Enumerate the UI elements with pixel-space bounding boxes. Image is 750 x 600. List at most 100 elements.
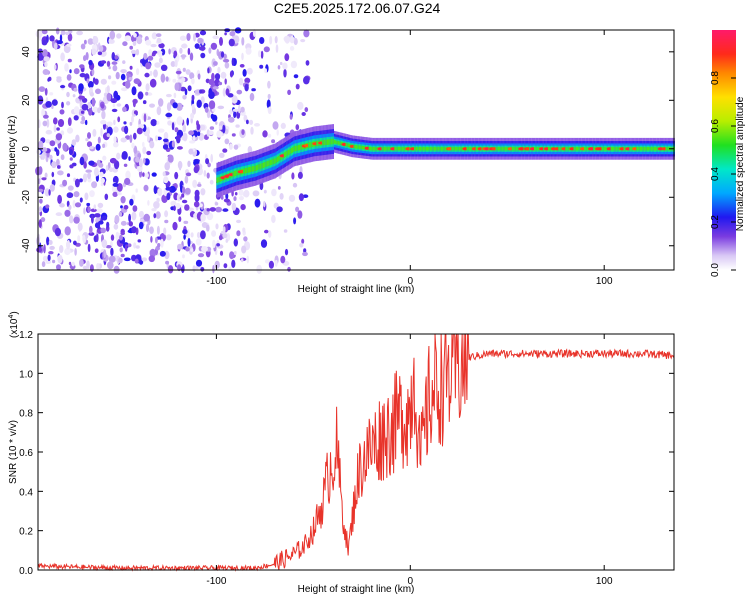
- spectrogram-cell: [47, 78, 50, 82]
- spectrogram-cell: [64, 247, 71, 256]
- spectrogram-cell: [501, 147, 503, 151]
- spectrogram-cell: [210, 113, 215, 120]
- spectrogram-cell: [269, 35, 273, 45]
- spectrogram-cell: [299, 243, 304, 248]
- spectrogram-cell: [212, 86, 219, 90]
- spectrogram-cell: [218, 81, 223, 86]
- spectrogram-cell: [265, 161, 267, 168]
- spectrogram-cell: [311, 141, 314, 147]
- spectrogram-cell: [333, 140, 336, 144]
- spectrogram-cell: [229, 31, 236, 37]
- spectrogram-cell: [106, 133, 111, 138]
- spectrogram-cell: [125, 170, 131, 180]
- spectrogram-cell: [264, 229, 269, 234]
- spectrogram-cell: [257, 164, 259, 171]
- snr-y-ticks: 0.0 0.2 0.4 0.6 0.8 1.0 1.2: [19, 330, 674, 577]
- spectrogram-cell: [400, 147, 402, 151]
- spectrogram-cell: [179, 196, 183, 200]
- spectrogram-cell: [223, 263, 228, 269]
- spectrogram-cell: [289, 35, 295, 44]
- spectrogram-cell: [40, 217, 46, 223]
- spectrogram-cell: [155, 211, 161, 219]
- spectrogram-cell: [428, 147, 430, 151]
- spectrogram-cell: [136, 127, 143, 135]
- spectrogram-cell: [96, 263, 100, 270]
- spectrogram-cell: [283, 35, 291, 43]
- spectrogram-cell: [36, 247, 43, 253]
- spectrogram-cell: [137, 239, 142, 243]
- spectrogram-cell: [79, 73, 86, 78]
- spectrogram-cell: [274, 36, 278, 44]
- spectrogram-cell: [154, 135, 159, 142]
- spectrogram-cell: [105, 165, 109, 172]
- spectrogram-cell: [185, 69, 191, 75]
- spectrogram-cell: [112, 103, 116, 108]
- spectrogram-cell: [120, 205, 123, 209]
- spectrogram-cell: [138, 158, 143, 168]
- spectrogram-cell: [142, 146, 147, 155]
- spectrogram-cell: [87, 38, 94, 45]
- spectrogram-cell: [159, 250, 166, 257]
- spectrogram-cell: [206, 172, 210, 179]
- spectrogram-cell: [192, 179, 198, 188]
- spectrogram-cell: [59, 245, 64, 253]
- snr-y-tick-label: 0.4: [19, 487, 33, 498]
- spectrogram-cell: [219, 152, 225, 158]
- spectrogram-cell: [120, 137, 127, 143]
- spectrogram-cell: [361, 145, 364, 150]
- spectrogram-cell: [300, 39, 306, 43]
- spectrogram-cell: [85, 169, 92, 173]
- spectrogram-cell: [457, 147, 459, 151]
- colorbar-label: Normalized spectral amplitude: [735, 96, 746, 231]
- spectrogram-cell: [292, 147, 294, 153]
- spectrogram-cell: [459, 147, 461, 151]
- spectrogram-cell: [354, 145, 357, 149]
- spectrogram-cell: [164, 219, 169, 224]
- spectrogram-cell: [41, 147, 48, 153]
- spectrogram-cell: [49, 154, 53, 160]
- spectrogram-cell: [100, 103, 105, 109]
- spectrogram-cell: [439, 147, 442, 151]
- spectrogram-cell: [399, 147, 401, 151]
- spectrogram-cell: [251, 88, 256, 92]
- spectrogram-cell: [79, 156, 85, 166]
- spectrogram-cell: [199, 89, 203, 94]
- spectrogram-cell: [287, 150, 289, 156]
- spectrogram-cell: [150, 236, 153, 243]
- spectrogram-cell: [81, 115, 86, 122]
- spectrogram-cell: [59, 203, 65, 208]
- spectrogram-cell: [495, 147, 497, 151]
- spectrogram-cell: [133, 33, 137, 38]
- spectrogram-cell: [250, 126, 254, 135]
- spectrogram-cell: [102, 155, 107, 161]
- spectrogram-cell: [268, 230, 272, 238]
- spectrogram-cell: [83, 161, 87, 169]
- spectrogram-cell: [116, 103, 122, 107]
- spectrogram-cell: [112, 175, 119, 184]
- spectrogram-cell: [363, 146, 365, 150]
- spectrogram-cell: [167, 154, 174, 163]
- spectrogram-cell: [289, 114, 293, 120]
- spectrogram-cell: [326, 139, 329, 145]
- spectrogram-y-tick-label: 20: [21, 94, 32, 106]
- spectrogram-cell: [416, 147, 418, 151]
- spectrogram-cell: [642, 147, 644, 151]
- spectrogram-cell: [156, 197, 160, 203]
- spectrogram-cell: [150, 119, 157, 127]
- spectrogram-cell: [120, 196, 126, 204]
- spectrogram-cell: [238, 189, 244, 196]
- spectrogram-cell: [184, 187, 191, 195]
- spectrogram-cell: [92, 106, 99, 113]
- spectrogram-cell: [217, 105, 225, 110]
- spectrogram-cell: [534, 147, 536, 151]
- snr-panel: -100 0 100 0.0 0.2 0.4 0.6 0.8 1.0 1.2 Height of…: [8, 311, 675, 595]
- spectrogram-cell: [346, 143, 348, 147]
- spectrogram-cell: [303, 29, 310, 38]
- spectrogram-cell: [87, 172, 91, 180]
- spectrogram-cell: [131, 115, 134, 123]
- spectrogram-cell: [212, 239, 216, 249]
- spectrogram-cell: [394, 147, 396, 151]
- spectrogram-cell: [79, 259, 84, 267]
- spectrogram-cell: [208, 130, 214, 136]
- spectrogram-cell: [91, 48, 97, 56]
